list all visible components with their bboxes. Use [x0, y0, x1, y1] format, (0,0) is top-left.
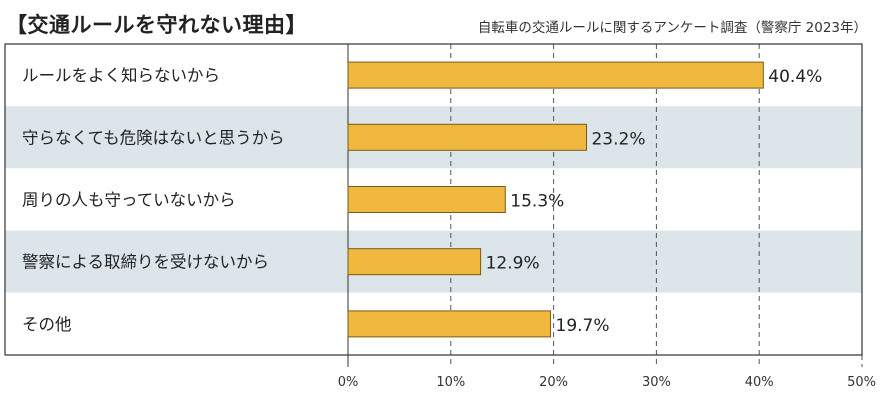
category-label-5: その他: [22, 315, 72, 334]
chart-title: 【交通ルールを守れない理由】: [6, 13, 307, 37]
category-label-3: 周りの人も守っていないから: [22, 191, 236, 210]
category-label-1: ルールをよく知らないから: [22, 66, 220, 85]
bar-3: [347, 186, 506, 213]
bar-1: [347, 61, 764, 89]
chart-source: 自転車の交通ルールに関するアンケート調査（警察庁 2023年）: [477, 20, 867, 36]
x-tick-label-2: 20%: [539, 375, 568, 390]
value-label-5: 19.7%: [556, 316, 610, 336]
x-tick-label-5: 50%: [847, 375, 876, 390]
bar-4: [347, 248, 482, 276]
value-label-4: 12.9%: [486, 254, 540, 274]
chart-frame: [4, 43, 863, 356]
bar-5: [347, 310, 552, 338]
category-label-4: 警察による取締りを受けないから: [22, 253, 269, 272]
value-label-1: 40.4%: [768, 67, 822, 87]
x-tick-label-3: 30%: [642, 375, 671, 390]
value-label-3: 15.3%: [510, 192, 564, 212]
category-label-2: 守らなくても危険はないと思うから: [22, 128, 285, 147]
x-tick-label-4: 40%: [745, 375, 774, 390]
x-tick-label-0: 0%: [338, 375, 359, 390]
bar-2: [347, 123, 587, 151]
value-label-2: 23.2%: [591, 129, 645, 149]
x-tick-label-1: 10%: [436, 375, 465, 390]
